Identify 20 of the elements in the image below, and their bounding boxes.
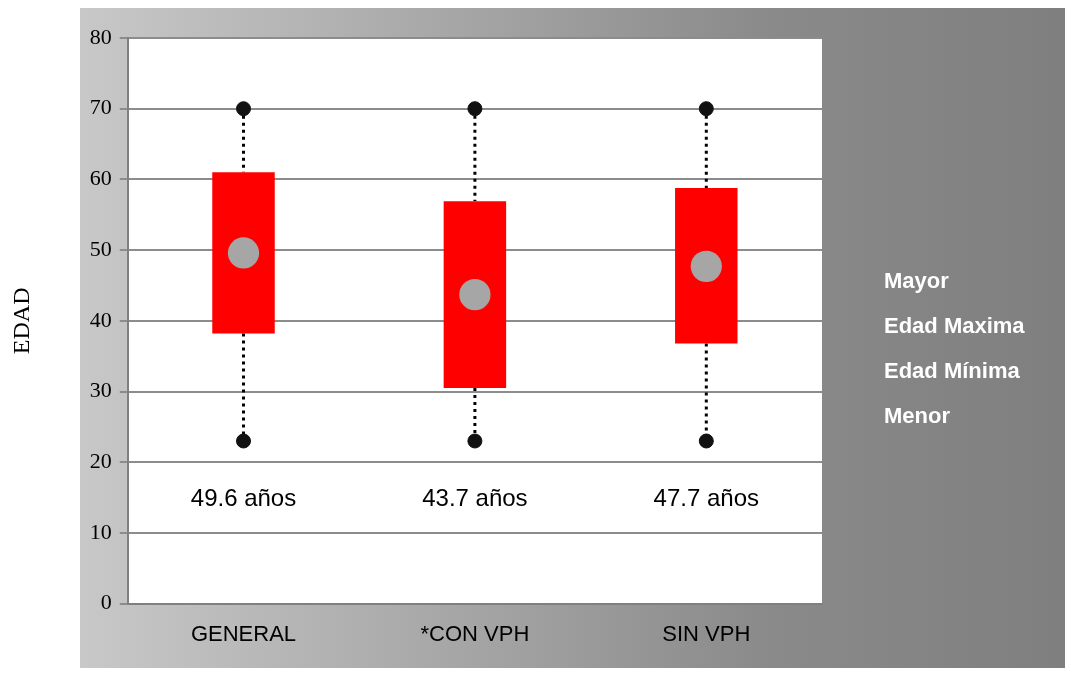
y-tick-label: 40 <box>89 306 112 332</box>
x-tick-label: *CON VPH <box>420 620 530 646</box>
y-tick-label: 20 <box>89 447 112 473</box>
annotation: 43.7 años <box>422 483 528 511</box>
y-tick-label: 80 <box>89 23 112 49</box>
text: Mayor <box>884 267 950 295</box>
y-axis-title: EDAD <box>7 287 34 355</box>
y-tick-label: 60 <box>89 165 112 191</box>
annotation: 47.7 años <box>653 483 760 511</box>
y-tick-label: 70 <box>89 94 112 120</box>
x-tick-label: GENERAL <box>190 620 297 646</box>
y-tick-label: 10 <box>89 518 112 544</box>
text: Edad Mínima <box>884 357 1021 385</box>
text: Menor <box>884 402 951 430</box>
text: Edad Maxima <box>884 312 1025 340</box>
x-tick-label: SIN VPH <box>662 620 751 646</box>
annotation: 49.6 años <box>190 483 297 511</box>
y-tick-label: 50 <box>89 235 112 261</box>
y-tick-label: 0 <box>100 589 112 615</box>
y-tick-label: 30 <box>89 377 112 403</box>
